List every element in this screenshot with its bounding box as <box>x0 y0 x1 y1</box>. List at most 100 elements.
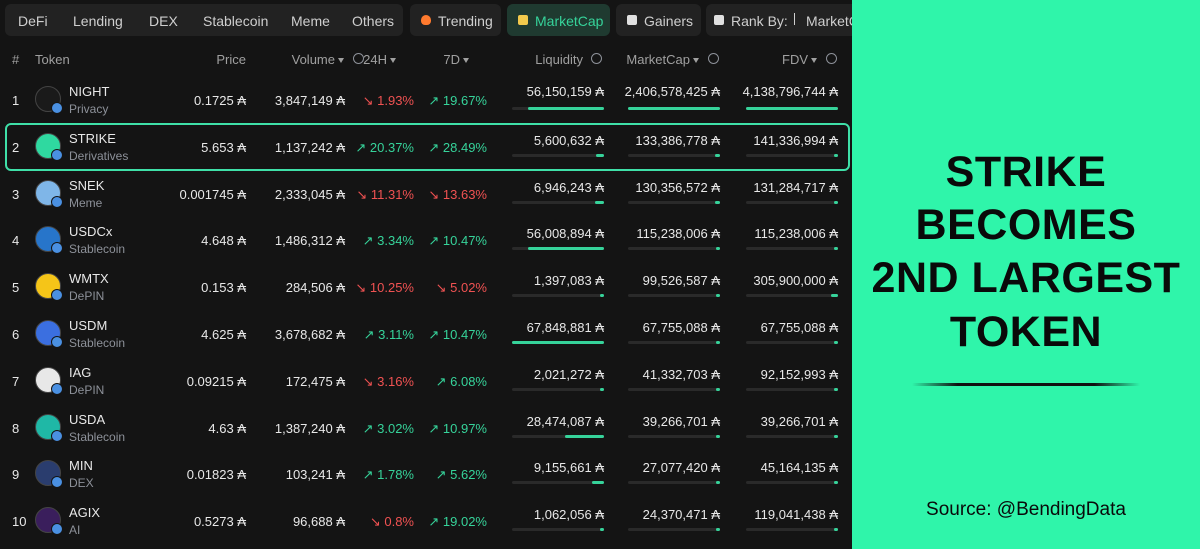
liquidity: 1,062,056 ₳ <box>533 507 604 523</box>
change-7d: ↗ 10.47% <box>428 233 487 249</box>
bar-track <box>746 387 838 391</box>
headline-line: 2ND LARGEST <box>871 254 1181 302</box>
bar-fill <box>527 107 604 110</box>
category-tab[interactable]: DEX <box>149 13 178 29</box>
change-24h: ↗ 20.37% <box>355 139 414 155</box>
bar-track <box>628 247 720 251</box>
volume: 1,486,312 ₳ <box>274 233 345 249</box>
bar-track <box>512 247 604 251</box>
column-header[interactable]: MarketCap <box>626 52 690 67</box>
market-cap: 27,077,420 ₳ <box>642 460 720 476</box>
change-24h: ↘ 11.31% <box>356 186 414 202</box>
bar-fill <box>834 200 838 204</box>
filter-tab[interactable]: Trending <box>410 4 501 36</box>
change-7d: ↗ 10.97% <box>428 420 487 436</box>
column-header: Liquidity <box>535 52 583 67</box>
verified-badge <box>51 289 63 302</box>
sort-icon <box>338 58 344 63</box>
bar-track <box>628 528 720 532</box>
token-row[interactable]: 8 USDA Stablecoin 4.63 ₳ 1,387,240 ₳ ↗ 3.02% ↗… <box>0 405 852 451</box>
verified-badge <box>51 102 63 114</box>
price: 0.153 ₳ <box>201 280 246 296</box>
volume: 1,387,240 ₳ <box>274 420 345 436</box>
token-row[interactable]: 1 NIGHT Privacy 0.1725 ₳ 3,847,149 ₳ ↘ 1.93% ↗… <box>0 77 852 123</box>
info-icon[interactable] <box>591 53 602 64</box>
volume: 1,137,242 ₳ <box>274 139 345 155</box>
bar-fill <box>714 153 720 157</box>
rank: 7 <box>12 373 20 389</box>
verified-badge <box>51 195 63 208</box>
bar-track <box>512 153 604 157</box>
rank-by[interactable]: Rank By: MarketCap <box>706 4 852 36</box>
verified-badge <box>51 476 63 489</box>
filter-label: Gainers <box>644 13 694 29</box>
filter-tab[interactable]: Gainers <box>616 4 701 36</box>
token-row[interactable]: 6 USDM Stablecoin 4.625 ₳ 3,678,682 ₳ ↗ 3.11%… <box>0 311 852 357</box>
headline-line: STRIKE <box>945 148 1107 196</box>
token-row[interactable]: 7 IAG DePIN 0.09215 ₳ 172,475 ₳ ↘ 3.16% ↗ 6.08… <box>0 358 852 404</box>
change-7d: ↗ 19.67% <box>428 93 487 108</box>
bar-track <box>628 341 720 344</box>
verified-badge <box>51 148 63 161</box>
bar-fill <box>716 341 720 344</box>
bar-fill <box>831 294 838 298</box>
rank: 3 <box>12 186 20 202</box>
category-tab[interactable]: Meme <box>291 13 330 29</box>
token-row[interactable]: 4 USDCx Stablecoin 4.648 ₳ 1,486,312 ₳ ↗ 3.34… <box>0 217 852 263</box>
token-row[interactable]: 5 WMTX DePIN 0.153 ₳ 284,506 ₳ ↘ 10.25% ↘ 5.02… <box>0 264 852 310</box>
category-tab[interactable]: DeFi <box>18 13 48 29</box>
bar-fill <box>716 528 720 532</box>
price: 0.001745 ₳ <box>179 186 246 202</box>
market-cap: 67,755,088 ₳ <box>642 320 720 335</box>
price: 0.1725 ₳ <box>193 93 246 108</box>
info-icon[interactable] <box>353 53 364 64</box>
category-tab[interactable]: Lending <box>73 13 123 29</box>
bar-fill <box>834 153 838 157</box>
price: 4.63 ₳ <box>208 420 246 436</box>
bar-fill <box>512 341 604 344</box>
rank: 1 <box>12 93 20 108</box>
change-24h: ↗ 1.78% <box>362 467 414 483</box>
info-icon[interactable] <box>826 53 837 64</box>
bar-track <box>628 153 720 157</box>
fdv: 92,152,993 ₳ <box>760 366 838 382</box>
fdv: 39,266,701 ₳ <box>760 413 838 429</box>
bar-track <box>512 107 604 110</box>
bar-fill <box>600 294 604 298</box>
price: 4.625 ₳ <box>201 327 246 342</box>
column-header[interactable]: 7D <box>443 52 460 67</box>
column-header[interactable]: FDV <box>782 52 808 67</box>
bar-fill <box>528 247 604 251</box>
fdv: 45,164,135 ₳ <box>760 460 838 476</box>
change-7d: ↗ 6.08% <box>435 373 487 389</box>
bar-fill <box>594 200 604 204</box>
filter-label: MarketCap <box>535 13 604 29</box>
category-tab[interactable]: Stablecoin <box>203 13 269 29</box>
rank-by-value: MarketCap <box>806 13 852 29</box>
category-tab[interactable]: Others <box>352 13 395 29</box>
liquidity: 28,474,087 ₳ <box>526 413 604 429</box>
token-row[interactable]: 2 STRIKE Derivatives 5.653 ₳ 1,137,242 ₳ ↗ 20… <box>0 124 852 170</box>
token-category: Stablecoin <box>69 429 126 444</box>
price: 0.09215 ₳ <box>186 373 246 389</box>
token-category: Stablecoin <box>69 336 126 350</box>
token-category: AI <box>69 523 81 538</box>
token-row[interactable]: 9 MIN DEX 0.01823 ₳ 103,241 ₳ ↗ 1.78% ↗ 5.62% 9… <box>0 451 852 497</box>
bar-fill <box>834 481 838 485</box>
column-header: Token <box>35 52 70 67</box>
volume: 3,847,149 ₳ <box>274 93 345 108</box>
token-symbol: WMTX <box>69 271 109 287</box>
filter-tab[interactable]: MarketCap <box>507 4 610 36</box>
token-row[interactable]: 3 SNEK Meme 0.001745 ₳ 2,333,045 ₳ ↘ 11.31% ↘ … <box>0 171 852 217</box>
info-icon[interactable] <box>708 53 719 64</box>
change-24h: ↗ 3.11% <box>363 327 414 342</box>
change-24h: ↗ 3.02% <box>362 420 414 436</box>
fdv: 131,284,717 ₳ <box>753 179 838 195</box>
bar-fill <box>591 481 604 485</box>
filter-icon <box>518 15 528 25</box>
token-symbol: AGIX <box>69 505 101 521</box>
token-row[interactable]: 10 AGIX AI 0.5273 ₳ 96,688 ₳ ↘ 0.8% ↗ 19.02% 1,… <box>0 498 852 544</box>
column-header[interactable]: Volume <box>291 52 335 67</box>
bar-fill <box>596 153 604 157</box>
column-header[interactable]: 24H <box>363 52 387 67</box>
